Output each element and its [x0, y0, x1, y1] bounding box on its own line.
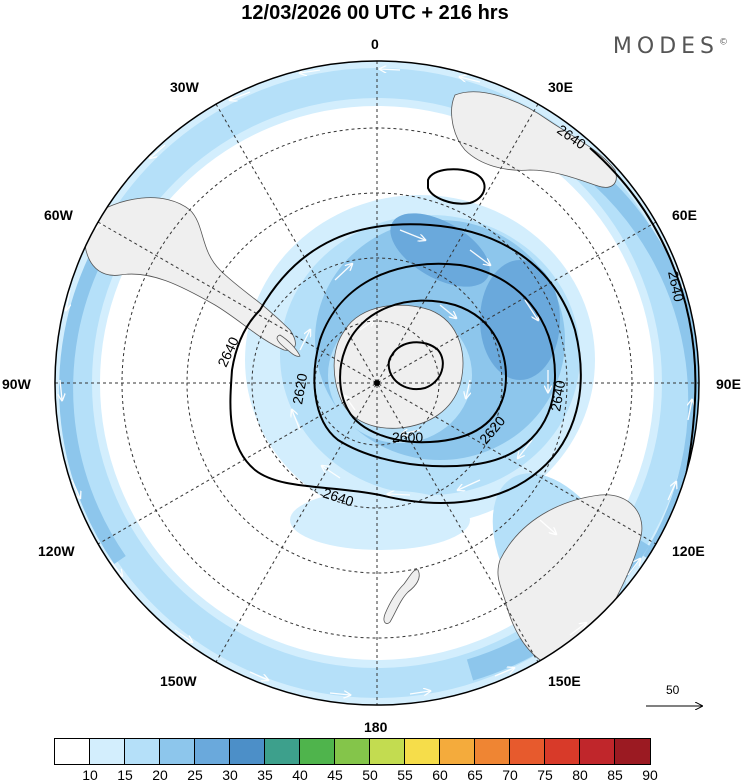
map-border [54, 60, 700, 706]
colorbar-tick-label: 25 [187, 767, 203, 783]
colorbar-tick-label: 65 [467, 767, 483, 783]
colorbar-cell [265, 739, 300, 764]
colorbar-tick-label: 10 [82, 767, 98, 783]
colorbar-ticks: 10 15 20 25 30 35 40 45 50 55 60 65 70 75 80 85 90 [54, 767, 690, 783]
pole-marker [374, 380, 380, 386]
colorbar-cell [370, 739, 405, 764]
colorbar-cell [160, 739, 195, 764]
colorbar-tick-label: 20 [152, 767, 168, 783]
wind-reference-value: 50 [666, 683, 680, 697]
colorbar-cell [90, 739, 125, 764]
lon-label-90w: 90W [2, 376, 32, 392]
colorbar-cell [195, 739, 230, 764]
brand-logo: MODES© [613, 34, 728, 59]
colorbar-tick-label: 50 [362, 767, 378, 783]
height-contours [229, 147, 697, 651]
colorbar-cell [405, 739, 440, 764]
lon-label-60e: 60E [672, 207, 697, 223]
lon-label-0: 0 [371, 36, 379, 52]
colorbar-tick-label: 15 [117, 767, 133, 783]
landmass-antarctic-peninsula [276, 334, 301, 357]
colorbar-cell [580, 739, 615, 764]
brand-name: MODES [612, 34, 719, 59]
lon-label-30e: 30E [548, 79, 573, 95]
colorbar-tick-label: 75 [537, 767, 553, 783]
colorbar-cell [300, 739, 335, 764]
colorbar-tick-label: 40 [292, 767, 308, 783]
contour-2640-vortex [229, 223, 582, 504]
colorbar-cell [335, 739, 370, 764]
colorbar-tick-label: 70 [502, 767, 518, 783]
colorbar-cell [440, 739, 475, 764]
landmass-new-zealand [383, 569, 420, 624]
lon-label-60w: 60W [44, 207, 74, 223]
colorbar-cell [615, 739, 650, 764]
map-title: 12/03/2026 00 UTC + 216 hrs [241, 2, 509, 24]
lon-label-120e: 120E [672, 543, 705, 559]
colorbar-cell [475, 739, 510, 764]
colorbar-cell [510, 739, 545, 764]
colorbar-tick-label: 90 [642, 767, 658, 783]
meridians [55, 61, 699, 705]
lon-label-150e: 150E [548, 673, 581, 689]
colorbar-tick-label: 85 [607, 767, 623, 783]
colorbar-cell [125, 739, 160, 764]
lon-label-120w: 120W [38, 543, 75, 559]
brand-mark: © [719, 37, 728, 48]
land-masses [83, 91, 643, 667]
contour-label-2620-w: 2620 [289, 372, 310, 406]
lon-label-90e: 90E [716, 376, 741, 392]
contour-label-2640-e: 2640 [665, 269, 687, 303]
lon-label-150w: 150W [160, 673, 197, 689]
map-disk [55, 61, 699, 705]
colorbar-tick-label: 80 [572, 767, 588, 783]
colorbar-cell [545, 739, 580, 764]
colorbar-tick-label: 45 [327, 767, 343, 783]
landmass-antarctica [333, 304, 464, 429]
contour-2620 [313, 262, 557, 468]
lon-label-180: 180 [364, 719, 388, 735]
contour-2600 [339, 299, 507, 444]
colorbar-tick-label: 35 [257, 767, 273, 783]
colorbar-tick-label: 60 [432, 767, 448, 783]
lon-label-30w: 30W [170, 79, 200, 95]
wind-reference-vector: 50 [646, 683, 702, 706]
landmass-africa [451, 91, 617, 188]
colorbar-tick-label: 55 [397, 767, 413, 783]
contour-label-2600: 2600 [392, 429, 423, 445]
colorbar-tick-label: 30 [222, 767, 238, 783]
longitude-labels: 0 30E 60E 90E 120E 150E 180 150W 120W 90… [2, 36, 741, 735]
colorbar [54, 738, 651, 765]
colorbar-cell [230, 739, 265, 764]
contour-low-center [387, 341, 444, 391]
contour-label-2640-inner-e: 2640 [547, 379, 568, 413]
colorbar-cell [55, 739, 90, 764]
contour-high-cell [427, 168, 486, 205]
